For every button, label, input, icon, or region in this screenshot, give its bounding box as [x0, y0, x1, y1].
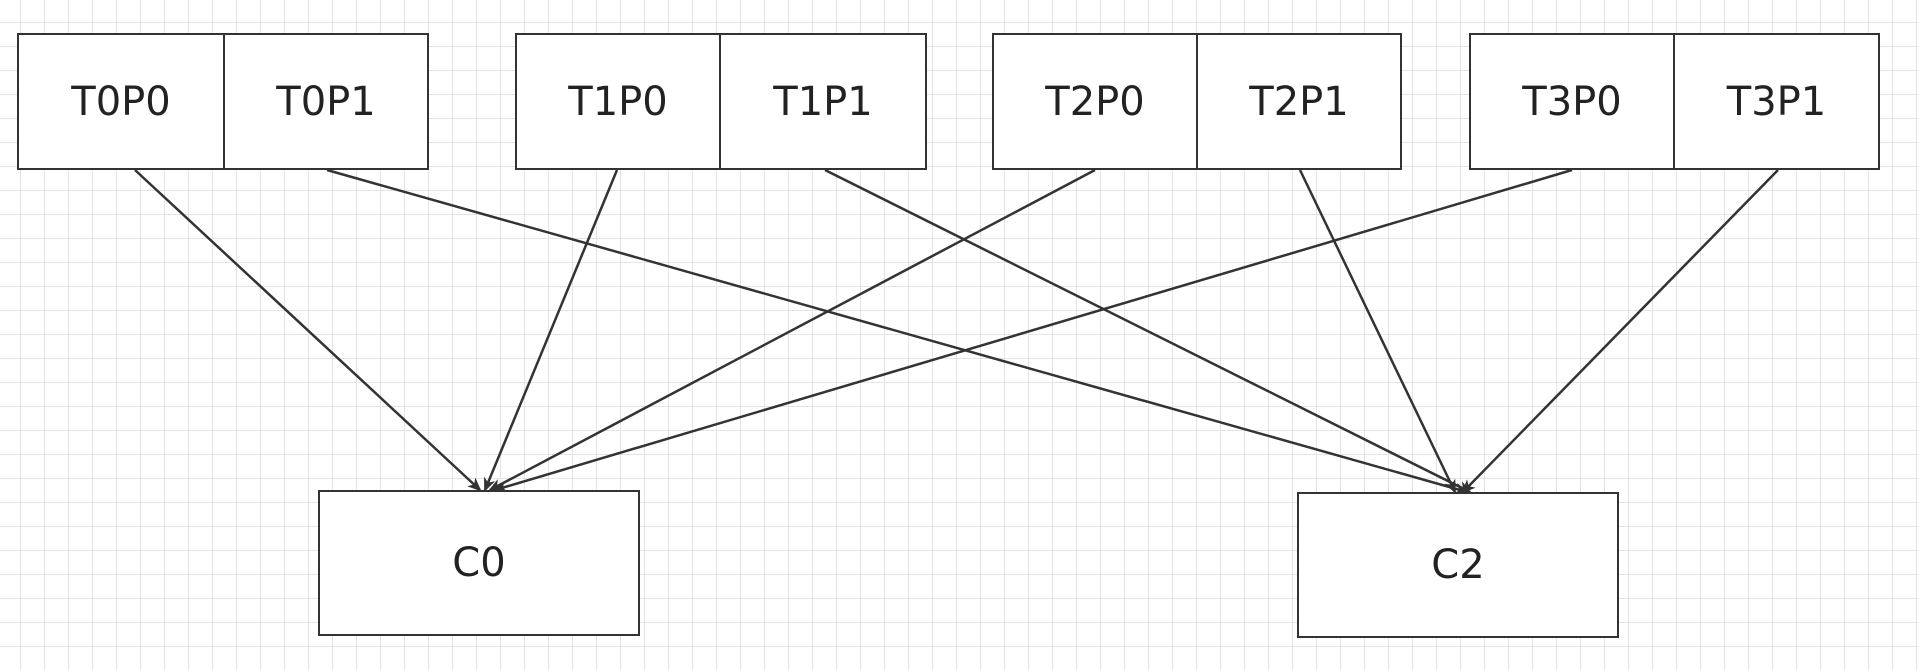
- partition-label: T0P0: [71, 78, 171, 125]
- edge-t3p1-to-c2: [1461, 169, 1779, 494]
- consumer-c2[interactable]: C2: [1297, 492, 1619, 638]
- edge-t2p1-to-c2: [1298, 169, 1457, 494]
- edge-t1p1-to-c2: [824, 168, 1472, 494]
- edge-t2p0-to-c0: [488, 168, 1096, 492]
- partition-label: T0P1: [276, 78, 376, 125]
- edge-t0p1-to-c2: [326, 168, 1469, 495]
- edge-t3p0-to-c0: [493, 168, 1573, 493]
- partition-t2p1[interactable]: T2P1: [1196, 33, 1402, 170]
- partition-label: T2P0: [1045, 78, 1145, 125]
- partition-t0p0[interactable]: T0P0: [17, 33, 225, 170]
- consumer-label: C2: [1431, 542, 1485, 588]
- consumer-c0[interactable]: C0: [318, 490, 640, 636]
- partition-label: T3P0: [1522, 78, 1622, 125]
- partition-t2p0[interactable]: T2P0: [992, 33, 1198, 170]
- partition-t0p1[interactable]: T0P1: [223, 33, 429, 170]
- partition-t3p1[interactable]: T3P1: [1673, 33, 1880, 170]
- partition-t1p0[interactable]: T1P0: [515, 33, 721, 170]
- partition-t1p1[interactable]: T1P1: [719, 33, 927, 170]
- edge-t0p0-to-c0: [134, 169, 482, 492]
- edge-t1p0-to-c0: [483, 169, 619, 492]
- partition-label: T1P0: [568, 78, 668, 125]
- partition-t3p0[interactable]: T3P0: [1469, 33, 1675, 170]
- partition-label: T3P1: [1726, 78, 1827, 125]
- partition-label: T1P1: [773, 78, 873, 125]
- consumer-label: C0: [452, 540, 506, 586]
- partition-label: T2P1: [1249, 78, 1349, 125]
